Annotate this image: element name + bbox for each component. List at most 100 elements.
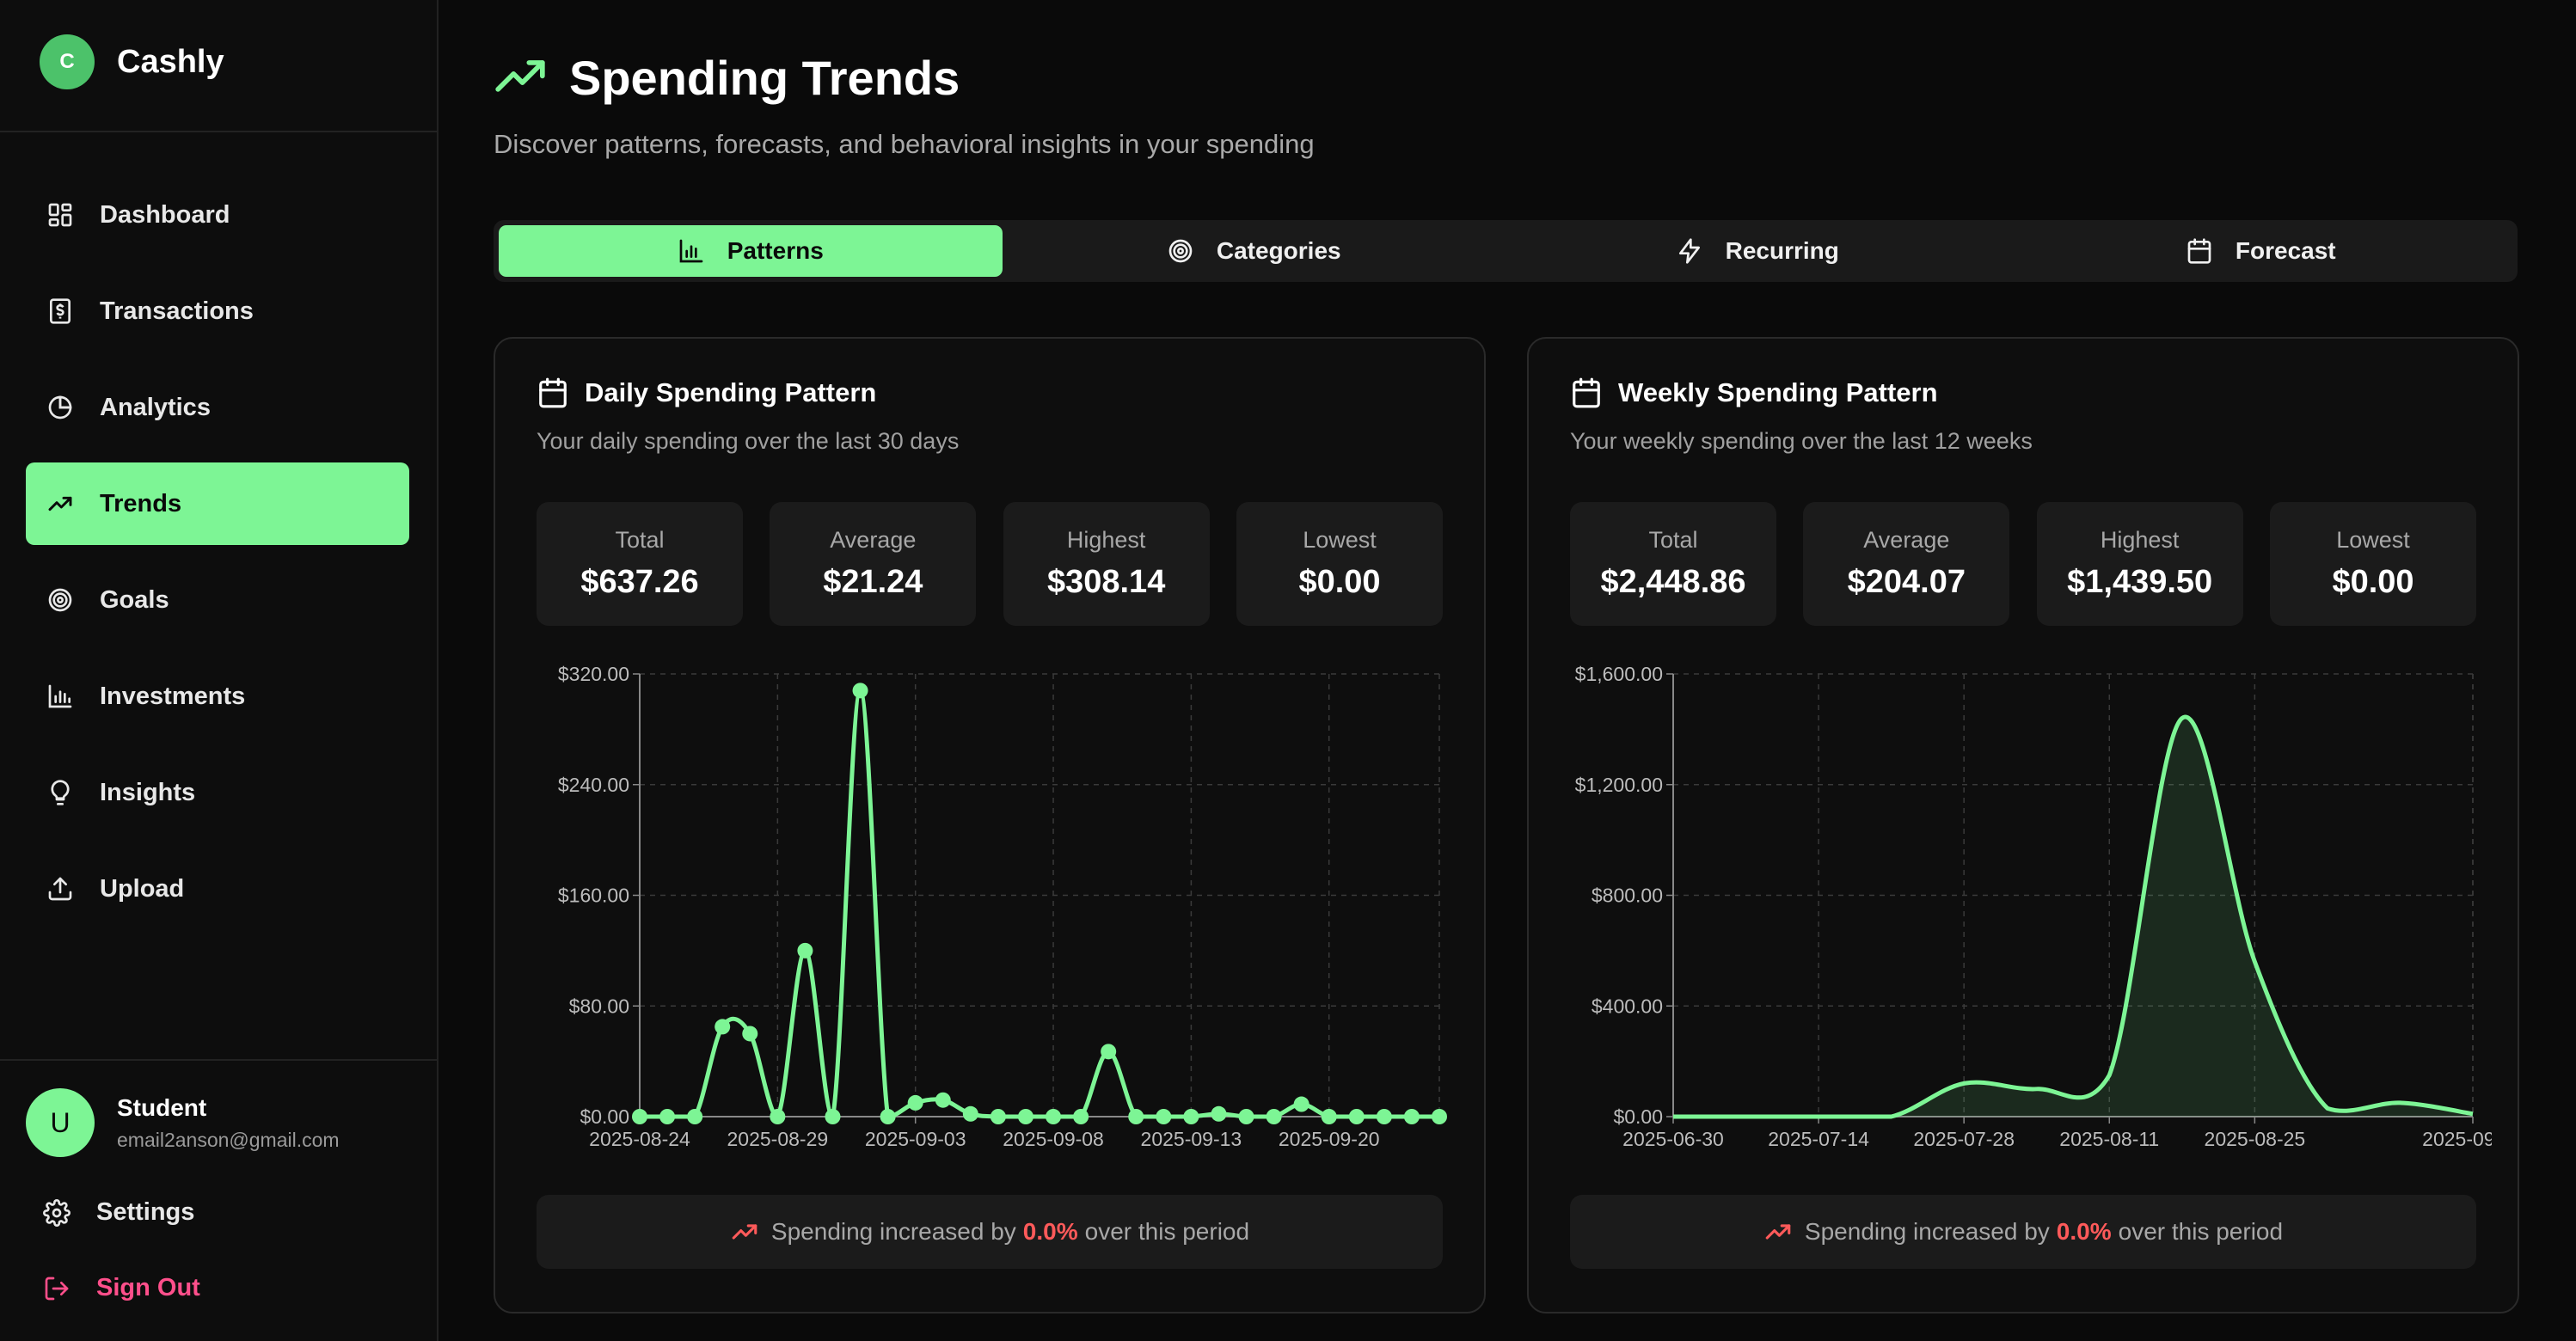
data-point <box>1266 1109 1282 1124</box>
sidebar-item-insights[interactable]: Insights <box>26 751 409 834</box>
area-fill <box>1673 717 2473 1117</box>
stat-value: $1,439.50 <box>2067 564 2213 600</box>
tab-bar: Patterns Categories Recurring Forecast <box>494 220 2518 282</box>
card-header: Weekly Spending Pattern <box>1570 377 1938 409</box>
stat-value: $21.24 <box>823 564 923 600</box>
data-point <box>687 1109 703 1124</box>
data-point <box>1156 1109 1172 1124</box>
weekly-spending-card: Weekly Spending Pattern Your weekly spen… <box>1527 337 2519 1313</box>
stat-value: $2,448.86 <box>1600 564 1746 600</box>
x-tick-label: 2025-06-30 <box>1622 1128 1724 1150</box>
lightbulb-icon <box>46 779 74 806</box>
sidebar-item-label: Analytics <box>100 393 211 421</box>
stat-label: Average <box>830 527 917 553</box>
user-profile[interactable]: U Student email2anson@gmail.com <box>26 1088 340 1157</box>
settings-link[interactable]: Settings <box>43 1198 194 1227</box>
stat-value: $0.00 <box>2332 564 2414 600</box>
page-title: Spending Trends <box>569 51 960 105</box>
sign-out-label: Sign Out <box>96 1274 200 1301</box>
receipt-dollar-icon <box>46 297 74 325</box>
tab-label: Forecast <box>2235 237 2336 264</box>
weekly-chart-svg: $0.00 $400.00 $800.00 $1,200.00 $1,600.00 202… <box>1575 663 2492 1150</box>
x-tick-label: 2025-08-24 <box>589 1128 690 1150</box>
trend-note-prefix: Spending increased by <box>770 1218 1016 1245</box>
sidebar-item-label: Transactions <box>100 297 254 325</box>
data-point <box>962 1105 978 1122</box>
data-point <box>659 1109 676 1124</box>
tab-patterns[interactable]: Patterns <box>499 225 1003 277</box>
trend-note: Spending increased by 0.0% over this per… <box>1570 1195 2476 1269</box>
sidebar-item-trends[interactable]: Trends <box>26 462 409 545</box>
data-point <box>1321 1109 1337 1124</box>
stats-row: Total $2,448.86 Average $204.07 Highest … <box>1570 502 2476 626</box>
y-tick-label: $0.00 <box>1613 1105 1663 1128</box>
sidebar-item-investments[interactable]: Investments <box>26 655 409 738</box>
sidebar-item-upload[interactable]: Upload <box>26 848 409 930</box>
x-tick-label: 2025-09-03 <box>865 1128 966 1150</box>
x-tick-label: 2025-07-14 <box>1768 1128 1869 1150</box>
bar-chart-icon <box>46 683 74 710</box>
sidebar-item-label: Insights <box>100 778 196 806</box>
brand[interactable]: C Cashly <box>40 34 224 89</box>
data-point <box>907 1094 923 1111</box>
daily-chart[interactable]: $0.00 $80.00 $160.00 $240.00 $320.00 2025-08-… <box>530 648 1458 1155</box>
data-point <box>1017 1109 1033 1124</box>
dashboard-grid-icon <box>46 201 74 229</box>
upload-icon <box>46 875 74 903</box>
trend-note-percent: 0.0% <box>1022 1218 1078 1245</box>
trend-note-percent: 0.0% <box>2056 1218 2112 1245</box>
data-point <box>1293 1096 1309 1112</box>
series-line <box>1672 714 2474 1119</box>
trend-note-suffix: over this period <box>1084 1218 1250 1245</box>
tab-recurring[interactable]: Recurring <box>1506 225 2009 277</box>
data-point <box>1046 1109 1062 1124</box>
data-point <box>935 1092 951 1108</box>
settings-label: Settings <box>96 1198 195 1226</box>
data-point <box>1211 1105 1227 1122</box>
stats-row: Total $637.26 Average $21.24 Highest $30… <box>537 502 1443 626</box>
tab-label: Recurring <box>1725 237 1839 264</box>
sidebar-item-goals[interactable]: Goals <box>26 559 409 641</box>
x-tick-label: 2025-09-08 <box>1003 1128 1104 1150</box>
y-tick-label: $320.00 <box>558 663 629 685</box>
page-header: Spending Trends <box>494 50 960 106</box>
tab-categories[interactable]: Categories <box>1003 225 1506 277</box>
y-tick-label: $160.00 <box>558 885 629 907</box>
y-tick-label: $1,200.00 <box>1575 774 1663 796</box>
card-title: Weekly Spending Pattern <box>1618 377 1938 407</box>
trend-note: Spending increased by 0.0% over this per… <box>537 1195 1443 1269</box>
sidebar-item-analytics[interactable]: Analytics <box>26 366 409 449</box>
sidebar-divider <box>0 1059 437 1061</box>
y-tick-label: $800.00 <box>1592 885 1663 907</box>
sidebar-item-dashboard[interactable]: Dashboard <box>26 174 409 256</box>
data-point <box>742 1026 758 1042</box>
sign-out-button[interactable]: Sign Out <box>43 1274 200 1302</box>
user-name: Student <box>117 1093 207 1121</box>
tab-forecast[interactable]: Forecast <box>2009 225 2513 277</box>
card-description: Your daily spending over the last 30 day… <box>537 428 960 454</box>
stat-total: Total $2,448.86 <box>1570 502 1776 626</box>
stat-value: $204.07 <box>1847 564 1966 600</box>
card-description: Your weekly spending over the last 12 we… <box>1570 428 2033 454</box>
data-point <box>1101 1044 1117 1060</box>
data-point <box>1376 1109 1392 1124</box>
daily-chart-svg: $0.00 $80.00 $160.00 $240.00 $320.00 2025-08-… <box>558 663 1447 1150</box>
weekly-chart[interactable]: $0.00 $400.00 $800.00 $1,200.00 $1,600.00 202… <box>1563 648 2492 1155</box>
x-tick-label: 2025-08-11 <box>2059 1128 2159 1150</box>
x-tick-label: 2025-09-13 <box>1141 1128 1242 1150</box>
calendar-icon <box>1573 377 1600 408</box>
x-tick-label: 2025-07-28 <box>1913 1128 2015 1150</box>
tab-label: Categories <box>1216 237 1341 264</box>
data-point <box>852 683 868 699</box>
y-tick-label: $240.00 <box>558 774 629 796</box>
stat-label: Highest <box>1066 527 1146 553</box>
sidebar-item-label: Goals <box>100 585 169 614</box>
brand-name: Cashly <box>117 43 224 80</box>
user-email: email2anson@gmail.com <box>117 1128 340 1151</box>
stat-total: Total $637.26 <box>537 502 743 626</box>
trend-note-suffix: over this period <box>2118 1218 2284 1245</box>
sidebar-item-transactions[interactable]: Transactions <box>26 270 409 352</box>
sidebar-item-label: Trends <box>100 489 182 517</box>
stat-value: $0.00 <box>1298 564 1381 600</box>
